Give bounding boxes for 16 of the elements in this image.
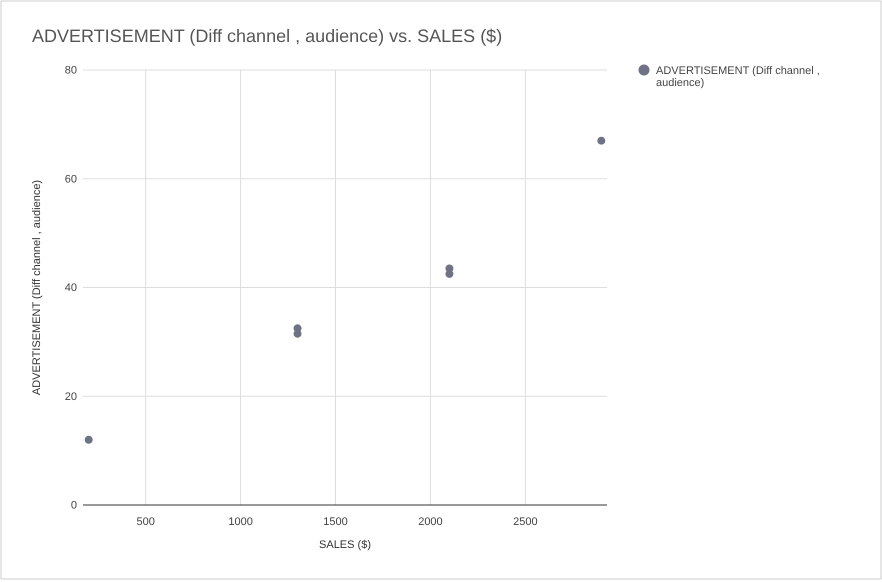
y-tick-label: 20	[64, 390, 77, 403]
point	[597, 136, 606, 145]
chart-title: ADVERTISEMENT (Diff channel , audience) vs. SALES ($)	[32, 26, 502, 46]
y-tick-label: 0	[70, 500, 77, 512]
x-tick-label: 1500	[323, 516, 348, 528]
x-tick-label: 1000	[228, 516, 253, 528]
y-tick-label: 80	[64, 64, 77, 77]
y-tick-label: 60	[64, 173, 77, 186]
y-tick-label: 40	[64, 282, 77, 294]
x-tick-label: 500	[136, 516, 155, 528]
legend-label: ADVERTISEMENT (Diff channel , audience)	[656, 65, 820, 89]
x-axis-title: SALES ($)	[319, 539, 371, 551]
x-tick-label: 2500	[513, 516, 538, 528]
x-tick-label: 2000	[418, 516, 443, 528]
y-axis-title: ADVERTISEMENT (Diff channel , audience)	[31, 180, 43, 396]
point	[84, 436, 93, 444]
